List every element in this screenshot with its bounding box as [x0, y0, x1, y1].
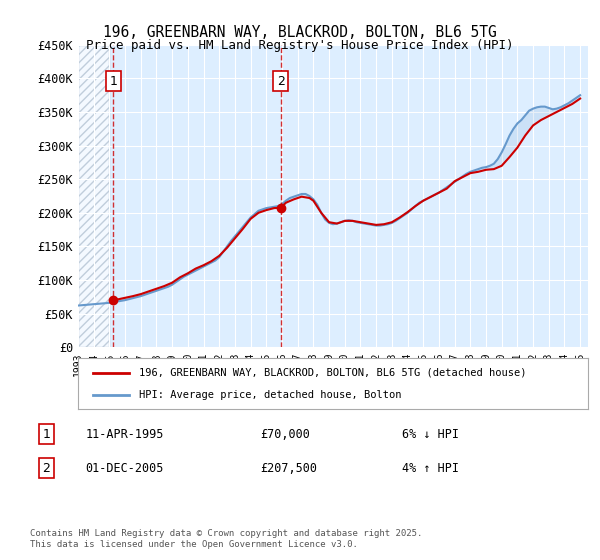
Text: HPI: Average price, detached house, Bolton: HPI: Average price, detached house, Bolt…	[139, 390, 402, 400]
Text: 1: 1	[42, 428, 50, 441]
Text: 196, GREENBARN WAY, BLACKROD, BOLTON, BL6 5TG: 196, GREENBARN WAY, BLACKROD, BOLTON, BL…	[103, 25, 497, 40]
Text: 196, GREENBARN WAY, BLACKROD, BOLTON, BL6 5TG (detached house): 196, GREENBARN WAY, BLACKROD, BOLTON, BL…	[139, 367, 527, 377]
Text: Price paid vs. HM Land Registry's House Price Index (HPI): Price paid vs. HM Land Registry's House …	[86, 39, 514, 52]
Text: 01-DEC-2005: 01-DEC-2005	[86, 461, 164, 475]
Text: 2: 2	[277, 74, 284, 87]
Text: 2: 2	[42, 461, 50, 475]
Text: 11-APR-1995: 11-APR-1995	[86, 428, 164, 441]
Text: 4% ↑ HPI: 4% ↑ HPI	[401, 461, 458, 475]
Text: £70,000: £70,000	[260, 428, 310, 441]
Text: Contains HM Land Registry data © Crown copyright and database right 2025.
This d: Contains HM Land Registry data © Crown c…	[30, 529, 422, 549]
Text: 6% ↓ HPI: 6% ↓ HPI	[401, 428, 458, 441]
Bar	[78, 45, 109, 347]
Text: £207,500: £207,500	[260, 461, 317, 475]
Text: 1: 1	[109, 74, 117, 87]
